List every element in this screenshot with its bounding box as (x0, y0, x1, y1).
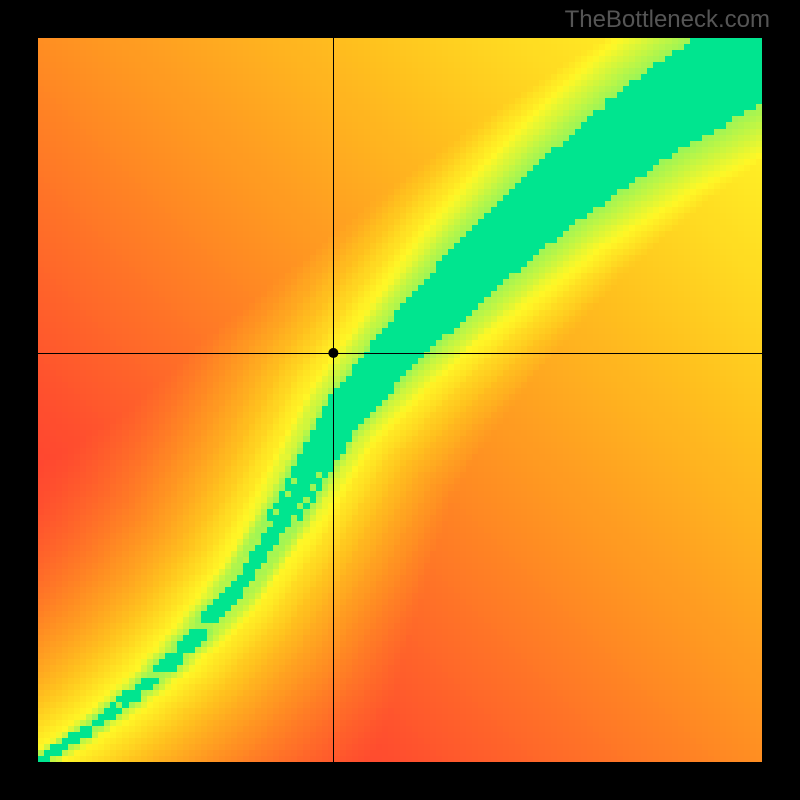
watermark-text: TheBottleneck.com (565, 6, 770, 34)
bottleneck-heatmap (0, 0, 800, 800)
chart-container: TheBottleneck.com (0, 0, 800, 800)
